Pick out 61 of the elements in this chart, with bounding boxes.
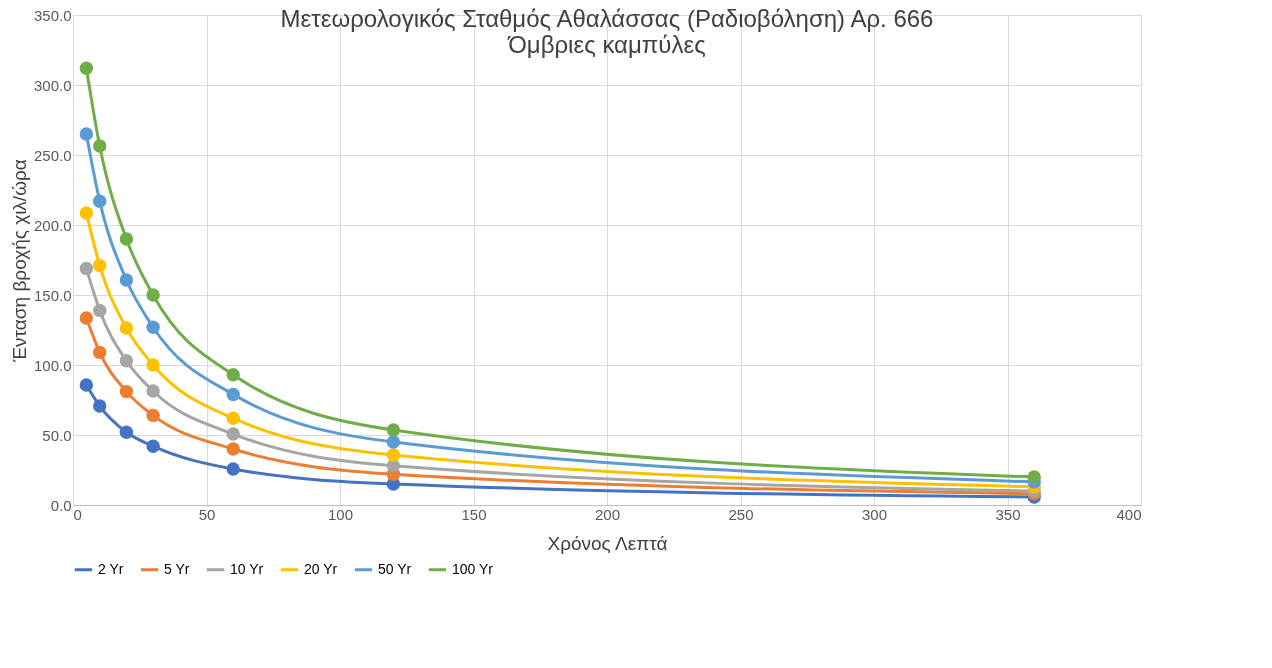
point [386, 423, 401, 437]
point [146, 384, 160, 398]
point [226, 442, 240, 456]
point [79, 261, 94, 276]
legend-label: 2 Yr [98, 560, 124, 577]
point [79, 127, 94, 141]
y-tick-label: 350.0 [33, 6, 72, 24]
point [79, 378, 94, 392]
y-tick-label: 50.0 [42, 426, 72, 444]
y-tick-label: 200.0 [33, 216, 72, 234]
point [226, 368, 240, 382]
point [92, 345, 107, 360]
x-tick-label: 400 [1116, 505, 1142, 523]
y-axis-title: Ένταση βροχής χιλ/ώρα [8, 159, 30, 363]
point [1027, 470, 1041, 484]
x-tick-label: 100 [327, 505, 354, 523]
point [386, 448, 401, 462]
point [92, 303, 107, 318]
point [119, 384, 134, 399]
x-tick-label: 250 [728, 505, 754, 523]
point [79, 61, 94, 75]
text: Όμβριες καμπύλες [507, 31, 706, 58]
y-tick-label: 300.0 [33, 76, 72, 94]
x-tick-label: 200 [594, 505, 621, 523]
point [92, 399, 107, 413]
x-tick-label: 350 [995, 505, 1021, 523]
point [226, 427, 240, 441]
legend-label: 10 Yr [230, 560, 264, 577]
point [119, 321, 134, 335]
x-axis-title: Χρόνος Λεπτά [547, 532, 668, 554]
legend-label: 5 Yr [164, 560, 190, 577]
x-tick-label: 50 [198, 505, 216, 523]
legend-label: 100 Yr [452, 560, 494, 577]
point [92, 258, 107, 273]
point [79, 206, 94, 220]
x-tick-label: 300 [861, 505, 888, 523]
point [226, 462, 240, 476]
y-tick-label: 0.0 [50, 496, 72, 514]
point [92, 194, 107, 208]
point [119, 273, 134, 287]
point [119, 354, 134, 368]
point [92, 139, 107, 153]
point [146, 320, 160, 334]
x-tick-label: 150 [461, 505, 487, 523]
legend-label: 50 Yr [378, 560, 412, 577]
y-tick-label: 100.0 [33, 356, 72, 374]
y-tick-label: 150.0 [33, 286, 72, 304]
point [146, 439, 160, 453]
point [119, 232, 134, 246]
legend-label: 20 Yr [304, 560, 338, 577]
point [146, 358, 160, 372]
point [79, 311, 94, 325]
point [226, 411, 240, 425]
y-tick-label: 250.0 [33, 146, 72, 164]
chart-title: Μετεωρολογικός Σταθμός Αθαλάσσας (Ραδιοβόληση) Αρ. 666 [280, 5, 934, 32]
point [386, 435, 401, 449]
x-tick-label: 0 [73, 505, 82, 523]
point [146, 288, 160, 302]
point [119, 425, 134, 439]
point [146, 408, 160, 423]
point [226, 387, 240, 402]
